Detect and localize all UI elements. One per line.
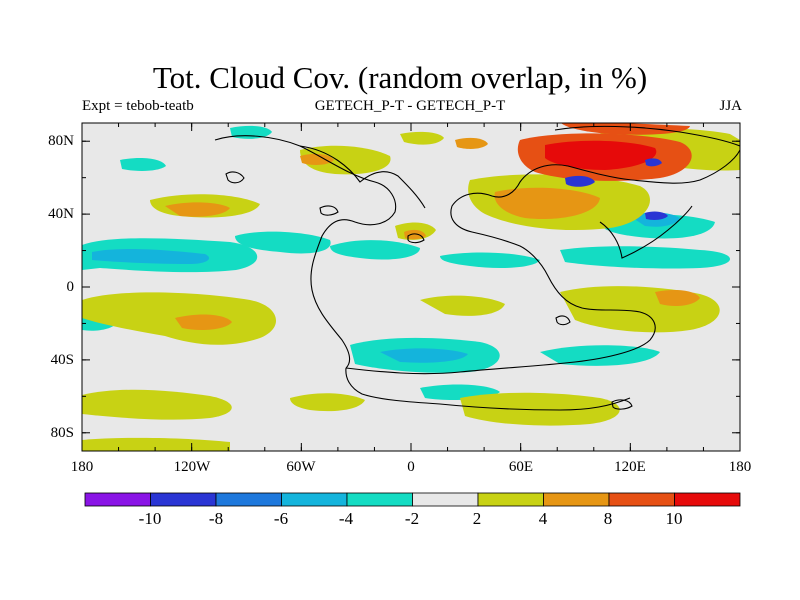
- x-tick-label: 60W: [286, 459, 316, 475]
- anomaly-region: [420, 295, 505, 316]
- x-tick-label: 0: [407, 459, 415, 475]
- colorbar-label: 2: [473, 509, 482, 528]
- anomaly-region: [545, 140, 657, 170]
- colorbar-label: 4: [539, 509, 548, 528]
- x-tick-label: 120E: [614, 459, 646, 475]
- coastline-east-asia: [599, 205, 693, 259]
- anomaly-region: [440, 252, 540, 268]
- coastlines: [214, 125, 740, 411]
- map-title: Tot. Cloud Cov. (random overlap, in %): [152, 60, 648, 95]
- coastline-africa-eurasia: [345, 149, 740, 375]
- anomaly-region: [175, 314, 232, 330]
- anomaly-region: [645, 158, 662, 167]
- y-tick-label: 80S: [51, 425, 74, 441]
- colorbar-swatch: [674, 492, 741, 507]
- anomaly-region: [460, 392, 620, 426]
- anomaly-field: [82, 123, 740, 451]
- x-tick-label: 60E: [509, 459, 533, 475]
- island: [225, 171, 245, 184]
- colorbar-swatch: [281, 492, 348, 507]
- colorbar-swatch: [608, 492, 675, 507]
- anomaly-region: [494, 187, 600, 220]
- colorbar-swatch: [412, 492, 479, 507]
- colorbar-label: -4: [339, 509, 354, 528]
- colorbar-swatch: [346, 492, 413, 507]
- anomaly-region: [565, 175, 595, 187]
- anomaly-region: [235, 231, 331, 254]
- season-label: JJA: [719, 98, 742, 114]
- colorbar-labels: -10 -8 -6 -4 -2 2 4 8 10: [139, 509, 683, 528]
- x-tick-label: 180: [729, 459, 752, 475]
- anomaly-region: [380, 348, 468, 363]
- y-tick-label: 0: [67, 279, 75, 295]
- colorbar-swatch: [150, 492, 217, 507]
- axis-ticks: [81, 123, 741, 451]
- coastline-arctic: [554, 125, 740, 147]
- anomaly-region: [92, 248, 210, 264]
- coastline-antarctic: [345, 367, 631, 411]
- anomaly-region: [404, 229, 426, 240]
- colorbar-label: -6: [274, 509, 288, 528]
- x-axis-labels: 180 120W 60W 0 60E 120E 180: [71, 459, 752, 475]
- y-tick-label: 40N: [48, 206, 74, 222]
- colorbar-label: 10: [666, 509, 683, 528]
- anomaly-region: [560, 246, 730, 269]
- anomaly-region: [290, 393, 365, 412]
- island: [319, 205, 339, 216]
- x-tick-label: 120W: [174, 459, 212, 475]
- colorbar-swatch: [477, 492, 544, 507]
- anomaly-region: [655, 290, 700, 306]
- colorbar-label: -8: [209, 509, 223, 528]
- anomaly-region: [330, 240, 420, 260]
- anomaly-region: [82, 389, 232, 420]
- island: [611, 399, 633, 410]
- coastline-north: [299, 145, 426, 209]
- y-tick-label: 80N: [48, 133, 74, 149]
- island: [407, 233, 425, 244]
- anomaly-region: [400, 131, 444, 145]
- colorbar-label: -10: [139, 509, 162, 528]
- colorbar-label: 8: [604, 509, 613, 528]
- anomaly-region: [645, 211, 668, 220]
- anomaly-region: [455, 137, 488, 149]
- anomaly-region: [120, 158, 166, 171]
- anomaly-region: [300, 153, 334, 165]
- y-tick-label: 40S: [51, 352, 74, 368]
- anomaly-region: [300, 145, 391, 175]
- comparison-label: GETECH_P-T - GETECH_P-T: [314, 98, 506, 114]
- island: [555, 315, 571, 326]
- experiment-label: Expt = tebob-teatb: [82, 98, 194, 114]
- coastline-americas: [214, 135, 397, 369]
- colorbar-swatch: [215, 492, 282, 507]
- y-axis-labels: 80N 40N 0 40S 80S: [48, 133, 74, 441]
- colorbar-swatch: [84, 492, 151, 507]
- colorbar: [84, 492, 741, 507]
- colorbar-swatch: [543, 492, 610, 507]
- colorbar-label: -2: [405, 509, 419, 528]
- anomaly-region: [165, 202, 230, 217]
- x-tick-label: 180: [71, 459, 94, 475]
